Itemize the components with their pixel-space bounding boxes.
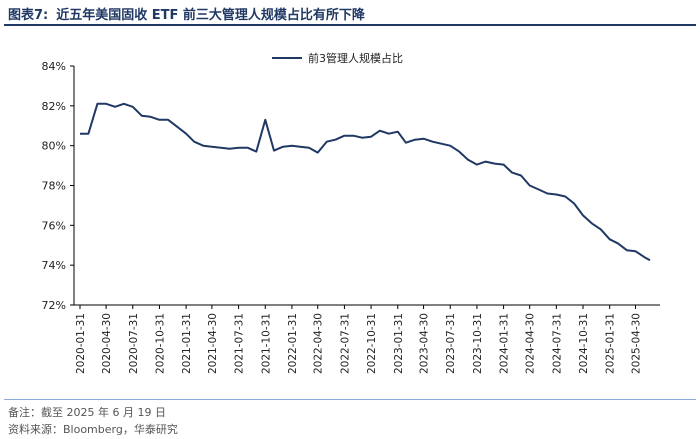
y-tick-label: 78% <box>42 180 66 193</box>
x-tick-label: 2020-10-31 <box>154 313 166 374</box>
x-tick-label: 2025-04-30 <box>631 313 643 374</box>
x-axis-ticks: 2020-01-31 2020-04-30 2020-07-31 2020-10-31… <box>75 305 643 374</box>
x-tick-label: 2022-04-30 <box>313 313 325 374</box>
legend-label: 前3管理人规模占比 <box>308 52 403 65</box>
chart-legend: 前3管理人规模占比 <box>272 50 403 66</box>
x-tick-label: 2024-04-30 <box>525 313 537 374</box>
x-tick-label: 2021-04-30 <box>207 313 219 374</box>
x-tick-label: 2020-04-30 <box>101 313 113 374</box>
y-tick-label: 76% <box>42 219 66 232</box>
x-tick-label: 2024-10-31 <box>578 313 590 374</box>
title-divider <box>4 24 696 26</box>
y-tick-label: 82% <box>42 100 66 113</box>
x-tick-label: 2021-07-31 <box>234 313 246 374</box>
series-line-top3-share <box>80 102 651 262</box>
y-tick-label: 80% <box>42 140 66 153</box>
figure-title-text: 近五年美国固收 ETF 前三大管理人规模占比有所下降 <box>56 8 365 23</box>
y-tick-label: 84% <box>42 60 66 73</box>
x-tick-label: 2021-10-31 <box>260 313 272 374</box>
footnote-source: 资料来源：Bloomberg，华泰研究 <box>8 423 178 436</box>
x-tick-label: 2023-07-31 <box>445 313 457 374</box>
x-tick-label: 2024-07-31 <box>551 313 563 374</box>
x-tick-label: 2023-10-31 <box>472 313 484 374</box>
x-tick-label: 2025-01-31 <box>605 313 617 374</box>
x-tick-label: 2022-07-31 <box>339 313 351 374</box>
chart-axes <box>73 66 660 306</box>
x-tick-label: 2020-01-31 <box>75 313 87 374</box>
x-tick-label: 2022-10-31 <box>366 313 378 374</box>
line-chart: 72% 74% 76% 78% 80% 82% 84% 2020-01-31 2020-04-… <box>42 60 660 374</box>
figure-number: 图表7: <box>8 8 49 23</box>
x-tick-label: 2024-01-31 <box>499 313 511 374</box>
series-group <box>80 102 651 262</box>
y-tick-label: 72% <box>42 299 66 312</box>
x-tick-label: 2023-04-30 <box>419 313 431 374</box>
y-tick-label: 74% <box>42 259 66 272</box>
x-tick-label: 2023-01-31 <box>393 313 405 374</box>
footer-divider <box>4 399 696 400</box>
legend-line-swatch <box>272 57 302 59</box>
y-axis-ticks: 72% 74% 76% 78% 80% 82% 84% <box>42 60 74 312</box>
figure-title: 图表7: 近五年美国固收 ETF 前三大管理人规模占比有所下降 <box>8 4 365 23</box>
x-tick-label: 2021-01-31 <box>181 313 193 374</box>
x-tick-label: 2020-07-31 <box>128 313 140 374</box>
footnote-date: 备注：截至 2025 年 6 月 19 日 <box>8 406 166 419</box>
x-tick-label: 2022-01-31 <box>287 313 299 374</box>
